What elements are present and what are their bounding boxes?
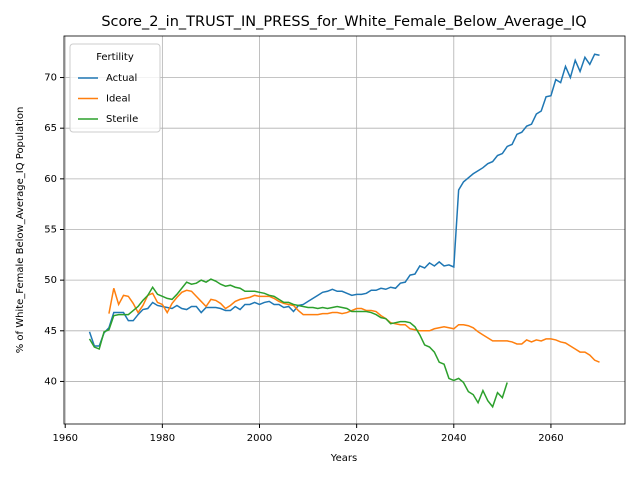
legend: Fertility Actual Ideal Sterile <box>69 43 161 133</box>
legend-label: Sterile <box>106 114 138 125</box>
legend-title: Fertility <box>96 52 134 63</box>
x-tick-label: 2040 <box>441 433 466 444</box>
y-tick-label: 55 <box>44 224 57 235</box>
x-tick-label: 2060 <box>538 433 563 444</box>
x-tick-label: 2020 <box>344 433 369 444</box>
y-tick-label: 60 <box>44 174 57 185</box>
x-axis-label: Years <box>330 453 357 464</box>
legend-box <box>69 43 161 133</box>
plot-frame <box>63 35 626 425</box>
y-axis-label: % of White_Female Below_Average_IQ Popul… <box>15 107 26 354</box>
x-tick-label: 1960 <box>52 433 77 444</box>
y-tick-label: 40 <box>44 376 57 387</box>
data-line <box>88 53 600 347</box>
y-tick-label: 45 <box>44 326 57 337</box>
y-tick-label: 50 <box>44 275 57 286</box>
y-tick-label: 65 <box>44 123 57 134</box>
legend-label: Actual <box>106 73 137 84</box>
data-line <box>88 278 508 409</box>
x-tick-label: 1980 <box>150 433 175 444</box>
x-tick-label: 2000 <box>247 433 272 444</box>
data-line <box>108 288 600 363</box>
chart-title: Score_2_in_TRUST_IN_PRESS_for_White_Fema… <box>101 14 586 30</box>
legend-label: Ideal <box>106 94 130 105</box>
y-tick-label: 70 <box>44 73 57 84</box>
